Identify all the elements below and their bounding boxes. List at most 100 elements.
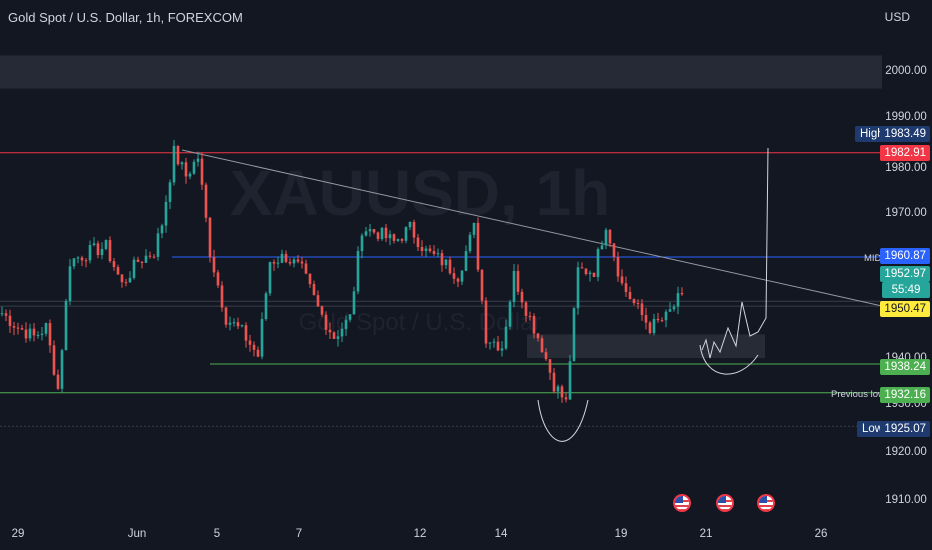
candle-body [640, 303, 644, 316]
candle-body [372, 229, 376, 233]
candle-body [80, 257, 84, 261]
candle-body [268, 262, 272, 294]
x-tick-5: 5 [213, 528, 221, 540]
candle-body [216, 272, 220, 286]
hand-drawn-base-arc [699, 344, 759, 375]
candle-body [548, 359, 552, 373]
candle-body [196, 158, 200, 162]
candle-body [296, 259, 300, 262]
candle-body [128, 277, 132, 283]
candle-body [204, 184, 208, 218]
candle-body [284, 253, 288, 262]
candle-body [348, 314, 352, 320]
low-price-tag: 1925.07 [880, 421, 930, 437]
candle-body [516, 270, 520, 292]
candle-body [672, 306, 676, 310]
watermark-symbol: XAUUSD, 1h [230, 157, 611, 229]
candle-body [16, 327, 20, 329]
candle-body [588, 272, 592, 275]
candle-body [120, 274, 124, 283]
candle-body [568, 361, 572, 400]
high-label-tag: High [855, 126, 889, 142]
candle-body [60, 350, 64, 389]
candle-body [336, 336, 340, 339]
candle-body [324, 314, 328, 330]
candle-body [540, 338, 544, 353]
candle-body [260, 319, 264, 357]
candle-body [612, 243, 616, 257]
candle-body [144, 255, 148, 263]
candle-body [524, 302, 528, 316]
candle-body [656, 318, 660, 321]
yellow-price-tag: 1950.47 [880, 301, 930, 317]
candle-body [316, 295, 320, 307]
us-flag-icon[interactable] [716, 494, 734, 512]
candle-body [392, 234, 396, 241]
currency-label[interactable]: USD [884, 10, 910, 24]
candle-body [432, 251, 436, 254]
x-tick-jun: Jun [127, 528, 147, 540]
candle-body [292, 259, 296, 264]
candle-body [400, 239, 404, 241]
candle-body [452, 273, 456, 279]
candle-body [644, 315, 648, 323]
candle-body [620, 276, 624, 284]
candle-body [212, 257, 216, 273]
mid-label: MID [864, 253, 882, 264]
y-tick-1920: 1920.00 [885, 446, 927, 458]
candle-body [168, 182, 172, 202]
candle-body [28, 328, 32, 339]
candle-body [456, 278, 460, 282]
x-tick-19: 19 [614, 528, 628, 540]
candle-body [500, 348, 504, 351]
candle-body [424, 248, 428, 251]
candle-body [100, 248, 104, 256]
candle-body [584, 268, 588, 275]
candle-body [544, 352, 548, 360]
candle-body [208, 217, 212, 258]
candle-body [328, 329, 332, 333]
candle-body [496, 341, 500, 351]
candle-body [404, 227, 408, 241]
candle-body [240, 325, 244, 327]
candle-body [36, 334, 40, 336]
y-tick-2000: 2000.00 [885, 65, 927, 77]
candle-body [0, 313, 4, 315]
watermark-subtitle: Gold Spot / U.S. Dollar [299, 309, 542, 336]
candle-body [156, 233, 160, 257]
us-flag-icon[interactable] [673, 494, 691, 512]
candle-body [528, 315, 532, 317]
candle-body [124, 282, 128, 284]
x-tick-26: 26 [814, 528, 828, 540]
candle-body [96, 243, 100, 256]
candle-body [264, 293, 268, 320]
candle-body [200, 158, 204, 185]
candle-body [492, 341, 496, 343]
candle-body [380, 227, 384, 239]
candle-body [420, 247, 424, 251]
us-flag-icon[interactable] [757, 494, 775, 512]
y-tick-1970: 1970.00 [885, 207, 927, 219]
candle-body [600, 245, 604, 250]
candle-body [8, 315, 12, 327]
candle-body [488, 342, 492, 344]
candle-body [616, 256, 620, 277]
candle-body [628, 291, 632, 300]
x-tick-29: 29 [11, 528, 25, 540]
candle-body [396, 239, 400, 241]
candle-body [464, 251, 468, 271]
candle-body [460, 270, 464, 282]
candle-body [228, 322, 232, 325]
candle-body [172, 145, 176, 183]
x-tick-14: 14 [494, 528, 508, 540]
candle-body [664, 311, 668, 321]
candle-body [572, 308, 576, 362]
candle-body [508, 302, 512, 327]
candle-body [384, 227, 388, 239]
candle-body [220, 285, 224, 308]
candle-body [352, 291, 356, 315]
candle-body [648, 322, 652, 334]
candle-body [140, 261, 144, 263]
